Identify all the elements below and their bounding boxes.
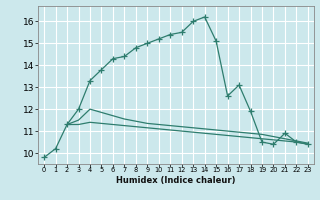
X-axis label: Humidex (Indice chaleur): Humidex (Indice chaleur): [116, 176, 236, 185]
